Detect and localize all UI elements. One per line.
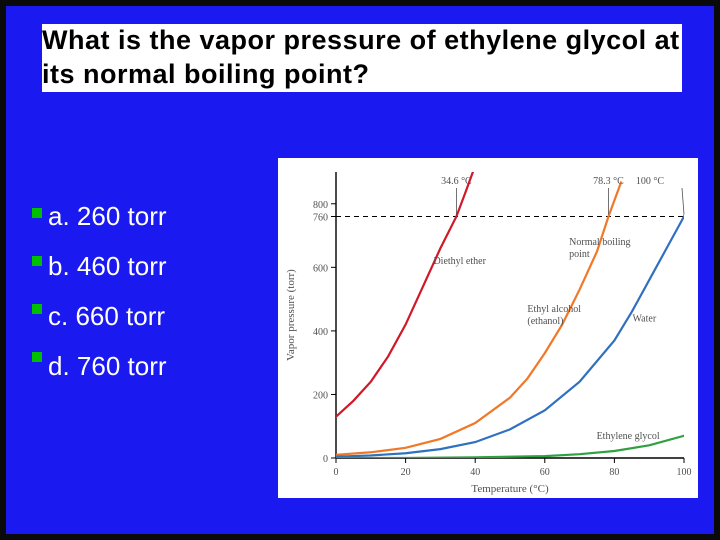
answer-list: a. 260 torr b. 460 torr c. 660 torr d. 7… — [48, 192, 167, 392]
svg-text:800: 800 — [313, 200, 328, 211]
bullet-icon — [32, 256, 42, 266]
svg-text:0: 0 — [334, 467, 339, 478]
svg-text:Ethyl alcohol: Ethyl alcohol — [527, 304, 581, 315]
svg-text:Diethyl ether: Diethyl ether — [433, 256, 486, 267]
svg-text:200: 200 — [313, 390, 328, 401]
answer-b: b. 460 torr — [48, 242, 167, 290]
svg-text:100: 100 — [677, 467, 692, 478]
svg-text:40: 40 — [470, 467, 480, 478]
svg-text:(ethanol): (ethanol) — [527, 316, 563, 327]
vapor-pressure-chart: 0 20 40 60 80 100 0 200 400 600 760800 Temperature … — [278, 158, 698, 498]
answer-a: a. 260 torr — [48, 192, 167, 240]
question-title: What is the vapor pressure of ethylene g… — [42, 24, 682, 92]
svg-text:400: 400 — [313, 327, 328, 338]
bullet-icon — [32, 208, 42, 218]
svg-text:600: 600 — [313, 263, 328, 274]
chart-svg: 0 20 40 60 80 100 0 200 400 600 760800 Temperature … — [278, 158, 698, 498]
svg-text:78.3 °C: 78.3 °C — [593, 176, 624, 187]
answer-d: d. 760 torr — [48, 342, 167, 390]
svg-text:760: 760 — [313, 212, 328, 223]
slide: What is the vapor pressure of ethylene g… — [6, 6, 714, 534]
svg-text:80: 80 — [609, 467, 619, 478]
bullet-icon — [32, 304, 42, 314]
svg-text:Vapor pressure (torr): Vapor pressure (torr) — [285, 269, 297, 361]
svg-text:100 °C: 100 °C — [636, 176, 664, 187]
svg-text:point: point — [569, 249, 590, 260]
bullet-icon — [32, 352, 42, 362]
svg-text:Temperature (°C): Temperature (°C) — [471, 483, 549, 495]
svg-text:60: 60 — [540, 467, 550, 478]
svg-text:0: 0 — [323, 454, 328, 465]
svg-text:Ethylene glycol: Ethylene glycol — [597, 431, 660, 442]
answer-c: c. 660 torr — [48, 292, 167, 340]
svg-text:Normal boiling: Normal boiling — [569, 237, 630, 248]
svg-text:34.6 °C: 34.6 °C — [441, 176, 472, 187]
svg-text:20: 20 — [401, 467, 411, 478]
svg-text:Water: Water — [633, 313, 657, 324]
